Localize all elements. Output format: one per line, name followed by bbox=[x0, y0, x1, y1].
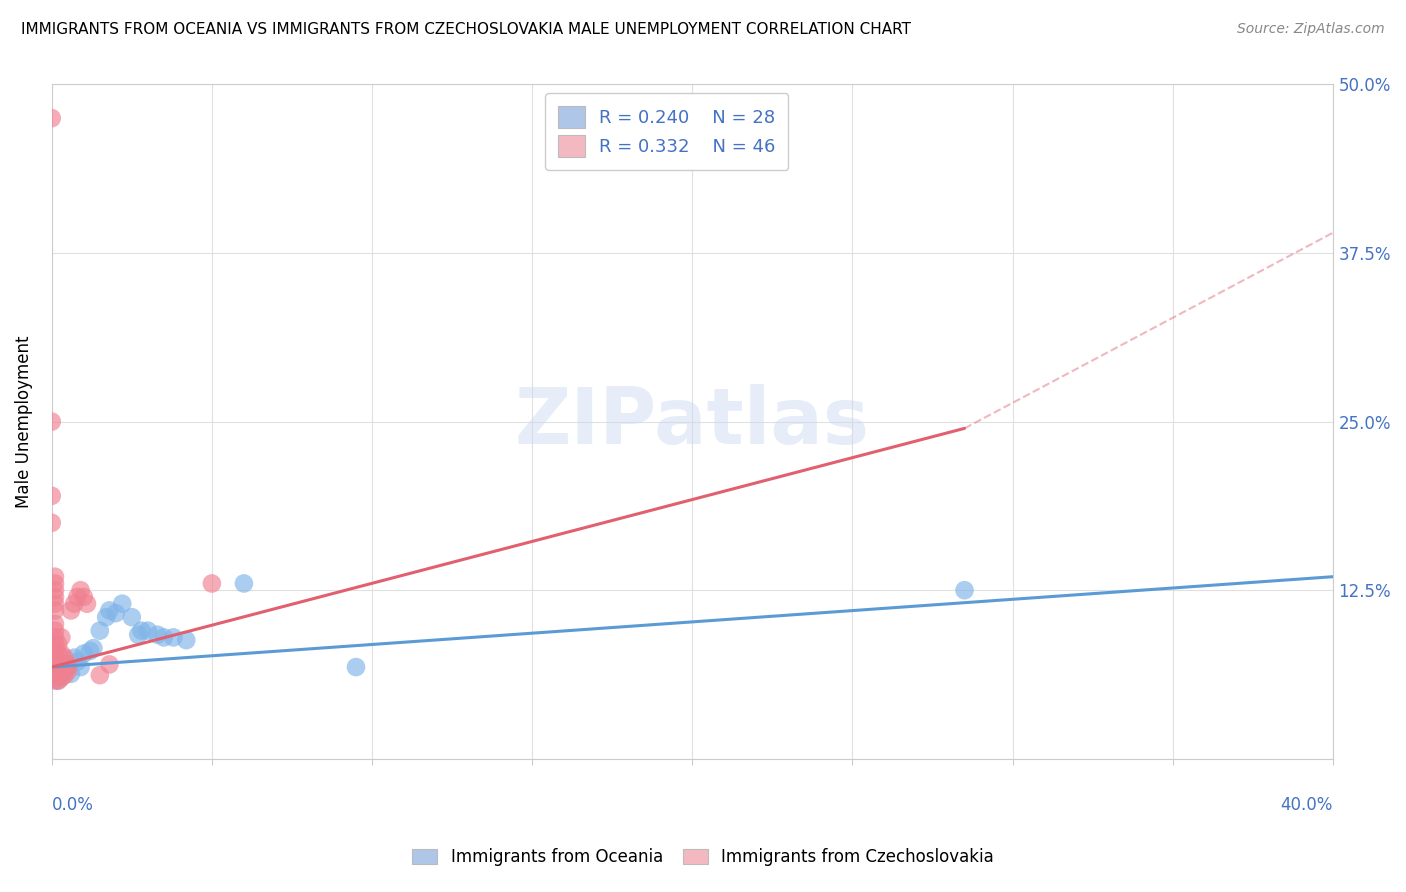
Point bbox=[56, 664, 79, 678]
Point bbox=[44, 590, 66, 604]
Point bbox=[56, 657, 79, 672]
Point bbox=[73, 647, 96, 661]
Point bbox=[44, 637, 66, 651]
Point bbox=[44, 624, 66, 638]
Point bbox=[44, 655, 66, 669]
Point bbox=[89, 624, 111, 638]
Point bbox=[953, 583, 976, 598]
Point bbox=[46, 673, 69, 688]
Point bbox=[51, 631, 73, 645]
Point bbox=[44, 668, 66, 682]
Point bbox=[51, 664, 73, 678]
Point bbox=[46, 637, 69, 651]
Point bbox=[46, 668, 69, 682]
Text: IMMIGRANTS FROM OCEANIA VS IMMIGRANTS FROM CZECHOSLOVAKIA MALE UNEMPLOYMENT CORR: IMMIGRANTS FROM OCEANIA VS IMMIGRANTS FR… bbox=[21, 22, 911, 37]
Point bbox=[69, 660, 91, 674]
Text: 0.0%: 0.0% bbox=[52, 796, 94, 814]
Point bbox=[46, 655, 69, 669]
Point bbox=[44, 616, 66, 631]
Point bbox=[44, 644, 66, 658]
Point bbox=[96, 610, 118, 624]
Legend: Immigrants from Oceania, Immigrants from Czechoslovakia: Immigrants from Oceania, Immigrants from… bbox=[405, 842, 1001, 873]
Text: Source: ZipAtlas.com: Source: ZipAtlas.com bbox=[1237, 22, 1385, 37]
Point bbox=[44, 583, 66, 598]
Point bbox=[44, 603, 66, 617]
Point bbox=[56, 660, 79, 674]
Point bbox=[89, 668, 111, 682]
Point bbox=[53, 660, 76, 674]
Point bbox=[44, 576, 66, 591]
Text: 40.0%: 40.0% bbox=[1281, 796, 1333, 814]
Point bbox=[41, 489, 63, 503]
Point bbox=[59, 666, 82, 681]
Point bbox=[44, 673, 66, 688]
Point bbox=[174, 633, 197, 648]
Point bbox=[76, 597, 98, 611]
Point bbox=[153, 631, 176, 645]
Point bbox=[53, 668, 76, 682]
Point bbox=[44, 650, 66, 665]
Point bbox=[111, 597, 134, 611]
Point bbox=[41, 516, 63, 530]
Point bbox=[44, 668, 66, 682]
Point bbox=[44, 570, 66, 584]
Text: ZIPatlas: ZIPatlas bbox=[515, 384, 870, 459]
Point bbox=[44, 660, 66, 674]
Point bbox=[82, 641, 104, 656]
Point bbox=[162, 631, 184, 645]
Point bbox=[104, 606, 127, 620]
Point bbox=[146, 628, 169, 642]
Point bbox=[44, 631, 66, 645]
Point bbox=[46, 647, 69, 661]
Point bbox=[73, 590, 96, 604]
Point bbox=[201, 576, 224, 591]
Point bbox=[44, 597, 66, 611]
Point bbox=[59, 603, 82, 617]
Point bbox=[53, 650, 76, 665]
Point bbox=[63, 650, 86, 665]
Point bbox=[98, 657, 121, 672]
Point bbox=[79, 644, 101, 658]
Point bbox=[121, 610, 143, 624]
Point bbox=[51, 647, 73, 661]
Point bbox=[344, 660, 367, 674]
Point bbox=[66, 655, 89, 669]
Point bbox=[51, 657, 73, 672]
Point bbox=[51, 671, 73, 685]
Point bbox=[66, 590, 89, 604]
Point bbox=[41, 111, 63, 125]
Point bbox=[63, 597, 86, 611]
Point bbox=[46, 673, 69, 688]
Point bbox=[127, 628, 149, 642]
Point bbox=[98, 603, 121, 617]
Point bbox=[56, 660, 79, 674]
Point bbox=[46, 660, 69, 674]
Point bbox=[53, 657, 76, 672]
Point bbox=[232, 576, 254, 591]
Point bbox=[136, 624, 159, 638]
Point bbox=[51, 664, 73, 678]
Y-axis label: Male Unemployment: Male Unemployment bbox=[15, 335, 32, 508]
Point bbox=[131, 624, 153, 638]
Legend: R = 0.240    N = 28, R = 0.332    N = 46: R = 0.240 N = 28, R = 0.332 N = 46 bbox=[546, 94, 789, 170]
Point bbox=[41, 415, 63, 429]
Point bbox=[69, 583, 91, 598]
